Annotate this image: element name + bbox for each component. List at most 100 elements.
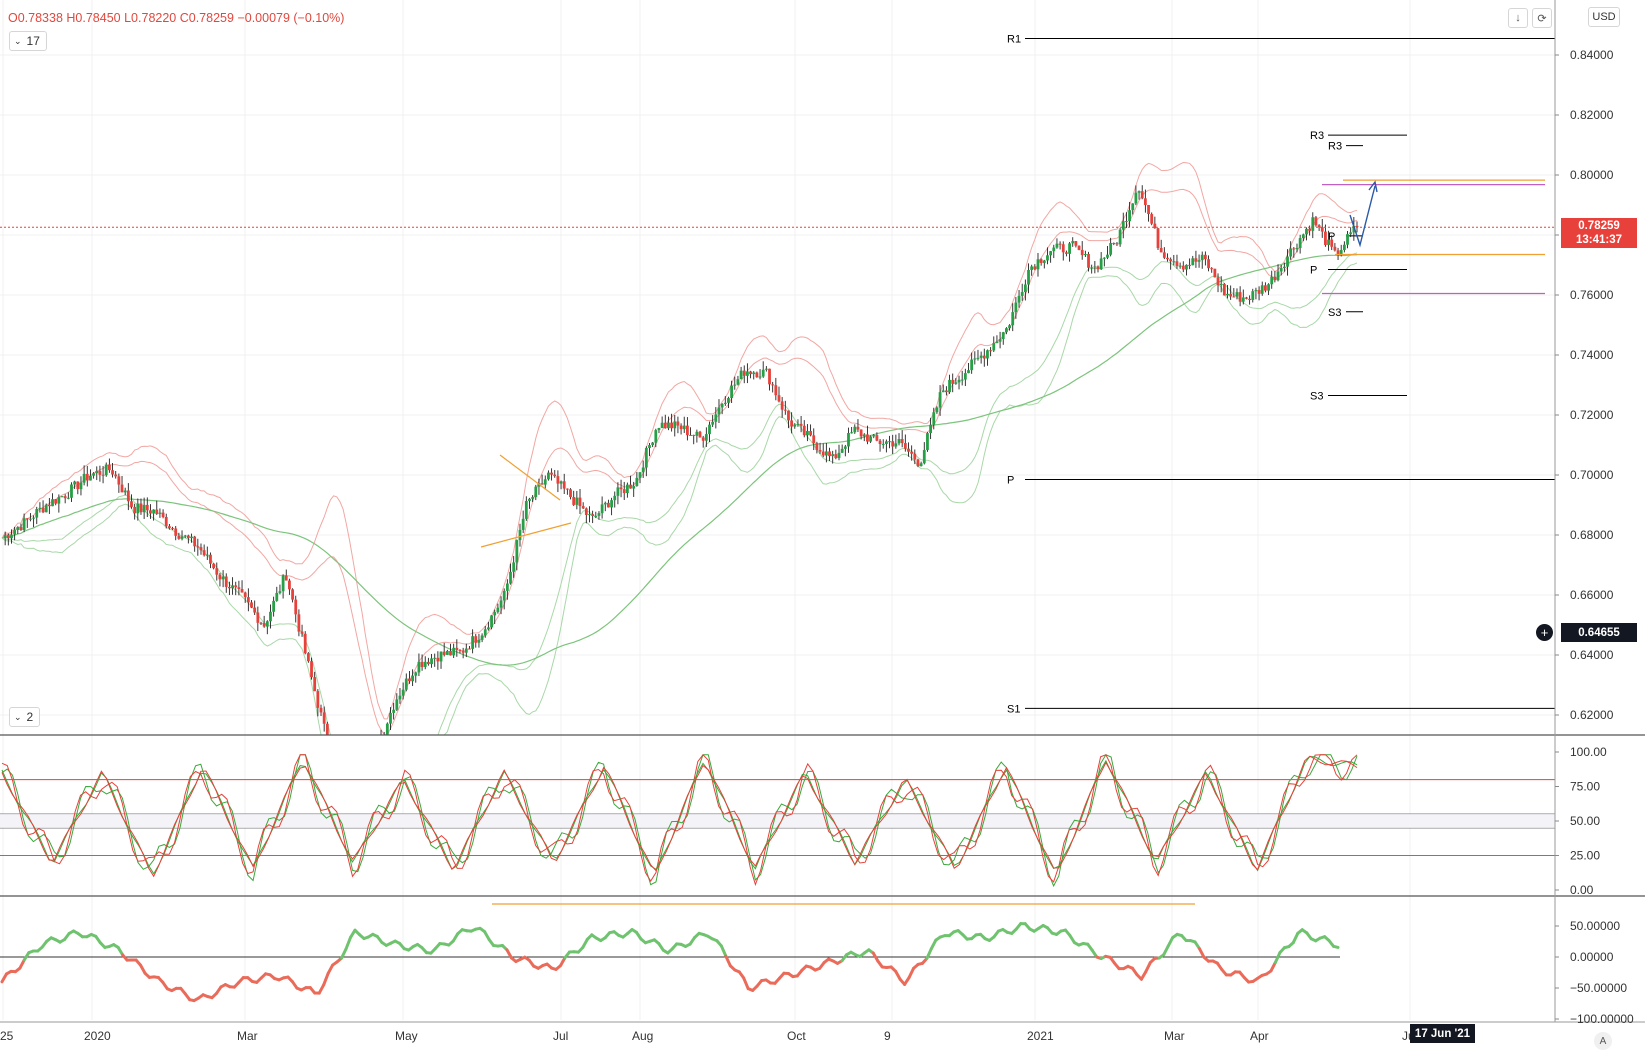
candle-body bbox=[32, 517, 35, 519]
stoch-count: 2 bbox=[26, 710, 34, 724]
candle-body bbox=[193, 536, 197, 547]
oscillator-segment bbox=[322, 971, 330, 987]
candle-body bbox=[802, 425, 806, 436]
candle-body bbox=[433, 657, 437, 659]
candle-body bbox=[742, 370, 746, 376]
candle-body bbox=[818, 449, 822, 452]
candle-body bbox=[1301, 234, 1305, 239]
oscillator-segment bbox=[1269, 960, 1277, 973]
candle-body bbox=[256, 612, 260, 623]
candle-body bbox=[916, 459, 920, 467]
candle-body bbox=[1241, 297, 1245, 302]
candle-body bbox=[534, 486, 538, 498]
candle-body bbox=[998, 339, 1002, 342]
stoch-tick-label: 100.00 bbox=[1570, 745, 1607, 759]
pivot-levels: R1PS1R3PS3R3PS3 bbox=[1007, 34, 1555, 715]
candle-body bbox=[957, 379, 961, 383]
candle-body bbox=[306, 653, 310, 662]
candle-body bbox=[616, 487, 620, 496]
oscillator-segment bbox=[139, 963, 147, 975]
candle-body bbox=[1080, 249, 1084, 256]
candle-body bbox=[505, 583, 509, 591]
candle-body bbox=[1159, 248, 1163, 253]
candle-body bbox=[171, 528, 174, 530]
candle-body bbox=[281, 575, 285, 592]
candle-body bbox=[133, 506, 137, 514]
stoch-tick-label: 50.00 bbox=[1570, 814, 1600, 828]
candle-body bbox=[847, 432, 850, 447]
candle-body bbox=[547, 472, 550, 480]
candle-body bbox=[932, 412, 936, 425]
osc-tick-label: −100.00000 bbox=[1570, 1012, 1634, 1026]
candle-body bbox=[139, 503, 143, 513]
stoch-collapse-button[interactable]: ⌄ 2 bbox=[9, 707, 41, 727]
x-tick-label: 25 bbox=[0, 1029, 14, 1043]
candle-body bbox=[1226, 293, 1229, 296]
candle-body bbox=[1099, 258, 1103, 270]
candle-body bbox=[79, 482, 83, 490]
candle-body bbox=[986, 350, 989, 359]
candle-body bbox=[1128, 210, 1131, 222]
candle-body bbox=[1011, 312, 1015, 326]
candle-body bbox=[73, 481, 77, 485]
candle-body bbox=[992, 343, 996, 351]
refresh-button[interactable]: ⟳ bbox=[1532, 8, 1552, 28]
candle-body bbox=[218, 574, 222, 580]
candle-body bbox=[1058, 243, 1062, 245]
candle-body bbox=[682, 425, 686, 430]
candle-body bbox=[1346, 234, 1349, 245]
quarterly-s3-label: S3 bbox=[1310, 391, 1323, 403]
candle-body bbox=[575, 497, 579, 505]
download-button[interactable]: ↓ bbox=[1508, 8, 1528, 28]
monthly-s3-label: S3 bbox=[1328, 307, 1341, 319]
candle-body bbox=[1333, 246, 1337, 251]
candle-body bbox=[761, 369, 765, 377]
candle-body bbox=[562, 481, 566, 489]
candle-body bbox=[1134, 192, 1138, 204]
candle-body bbox=[809, 431, 812, 436]
candle-body bbox=[648, 445, 651, 448]
oscillator-segment bbox=[344, 935, 353, 951]
oscillator-segment bbox=[317, 983, 326, 995]
countdown: 13:41:37 bbox=[1575, 234, 1623, 246]
candle-body bbox=[35, 509, 39, 518]
indicator-collapse-button[interactable]: ⌄ 17 bbox=[9, 31, 47, 51]
candle-body bbox=[1093, 266, 1097, 268]
candle-body bbox=[610, 500, 613, 508]
candle-body bbox=[152, 509, 156, 514]
candle-body bbox=[1087, 254, 1090, 268]
candle-body bbox=[117, 476, 121, 485]
candle-body bbox=[1118, 229, 1122, 245]
candle-body bbox=[408, 678, 411, 682]
candle-body bbox=[1065, 252, 1068, 254]
candle-body bbox=[1131, 203, 1135, 211]
candle-body bbox=[1039, 259, 1043, 263]
last-price: 0.78259 bbox=[1578, 220, 1620, 232]
candle-body bbox=[51, 499, 54, 507]
candle-body bbox=[777, 395, 781, 402]
candle-body bbox=[878, 440, 882, 444]
candle-body bbox=[1049, 251, 1053, 256]
candle-body bbox=[591, 514, 595, 516]
candle-body bbox=[774, 385, 778, 396]
candle-body bbox=[512, 562, 516, 572]
candle-body bbox=[900, 439, 904, 444]
auto-scale-button[interactable]: A bbox=[1594, 1032, 1612, 1050]
candle-body bbox=[982, 355, 986, 359]
candle-body bbox=[670, 422, 674, 429]
candle-body bbox=[1336, 250, 1340, 256]
candle-body bbox=[840, 448, 844, 453]
candle-body bbox=[1074, 241, 1078, 246]
currency-button[interactable]: USD bbox=[1588, 7, 1620, 27]
candle-body bbox=[736, 379, 740, 385]
chevron-down-icon: ⌄ bbox=[14, 35, 22, 46]
candle-body bbox=[177, 535, 181, 539]
candle-body bbox=[1061, 244, 1065, 253]
candle-body bbox=[196, 546, 200, 548]
candle-body bbox=[594, 515, 598, 517]
candle-body bbox=[1219, 283, 1223, 286]
candle-body bbox=[1264, 285, 1267, 291]
add-alert-icon[interactable]: + bbox=[1536, 624, 1553, 641]
candle-body bbox=[1147, 204, 1150, 215]
